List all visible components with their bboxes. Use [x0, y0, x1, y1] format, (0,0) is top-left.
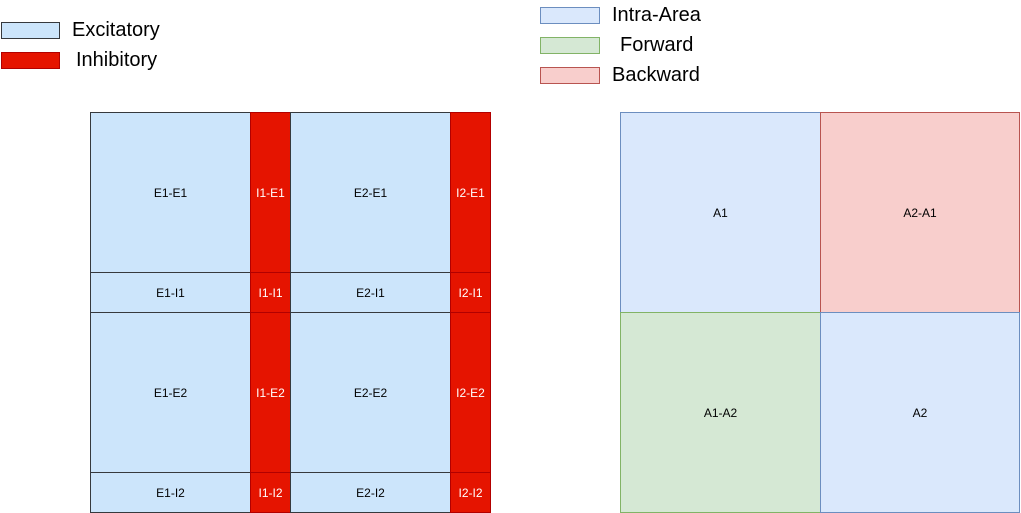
legend-label-backward: Backward [612, 64, 700, 86]
block-e2-e1: E2-E1 [290, 112, 451, 273]
block-i2-e2: I2-E2 [450, 312, 491, 473]
block-a1: A1 [620, 112, 821, 313]
block-a2-a1: A2-A1 [820, 112, 1020, 313]
block-e1-i2: E1-I2 [90, 472, 251, 513]
legend-label-excitatory: Excitatory [72, 19, 160, 41]
block-i2-i1: I2-I1 [450, 272, 491, 313]
block-i1-i1: I1-I1 [250, 272, 291, 313]
block-i2-i2: I2-I2 [450, 472, 491, 513]
legend-label-intra-area: Intra-Area [612, 4, 701, 26]
block-e1-e2: E1-E2 [90, 312, 251, 473]
block-e2-i2: E2-I2 [290, 472, 451, 513]
legend-label-forward: Forward [620, 34, 694, 56]
block-a2: A2 [820, 312, 1020, 513]
legend-label-inhibitory: Inhibitory [76, 49, 158, 71]
block-e2-i1: E2-I1 [290, 272, 451, 313]
block-e1-e1: E1-E1 [90, 112, 251, 273]
legend-swatch-backward [540, 67, 600, 84]
legend-swatch-forward [540, 37, 600, 54]
legend-swatch-excitatory [1, 22, 60, 39]
block-i1-i2: I1-I2 [250, 472, 291, 513]
block-i1-e1: I1-E1 [250, 112, 291, 273]
block-i2-e1: I2-E1 [450, 112, 491, 273]
block-e2-e2: E2-E2 [290, 312, 451, 473]
legend-swatch-intra-area [540, 7, 600, 24]
legend-swatch-inhibitory [1, 52, 60, 69]
block-i1-e2: I1-E2 [250, 312, 291, 473]
block-a1-a2: A1-A2 [620, 312, 821, 513]
block-e1-i1: E1-I1 [90, 272, 251, 313]
